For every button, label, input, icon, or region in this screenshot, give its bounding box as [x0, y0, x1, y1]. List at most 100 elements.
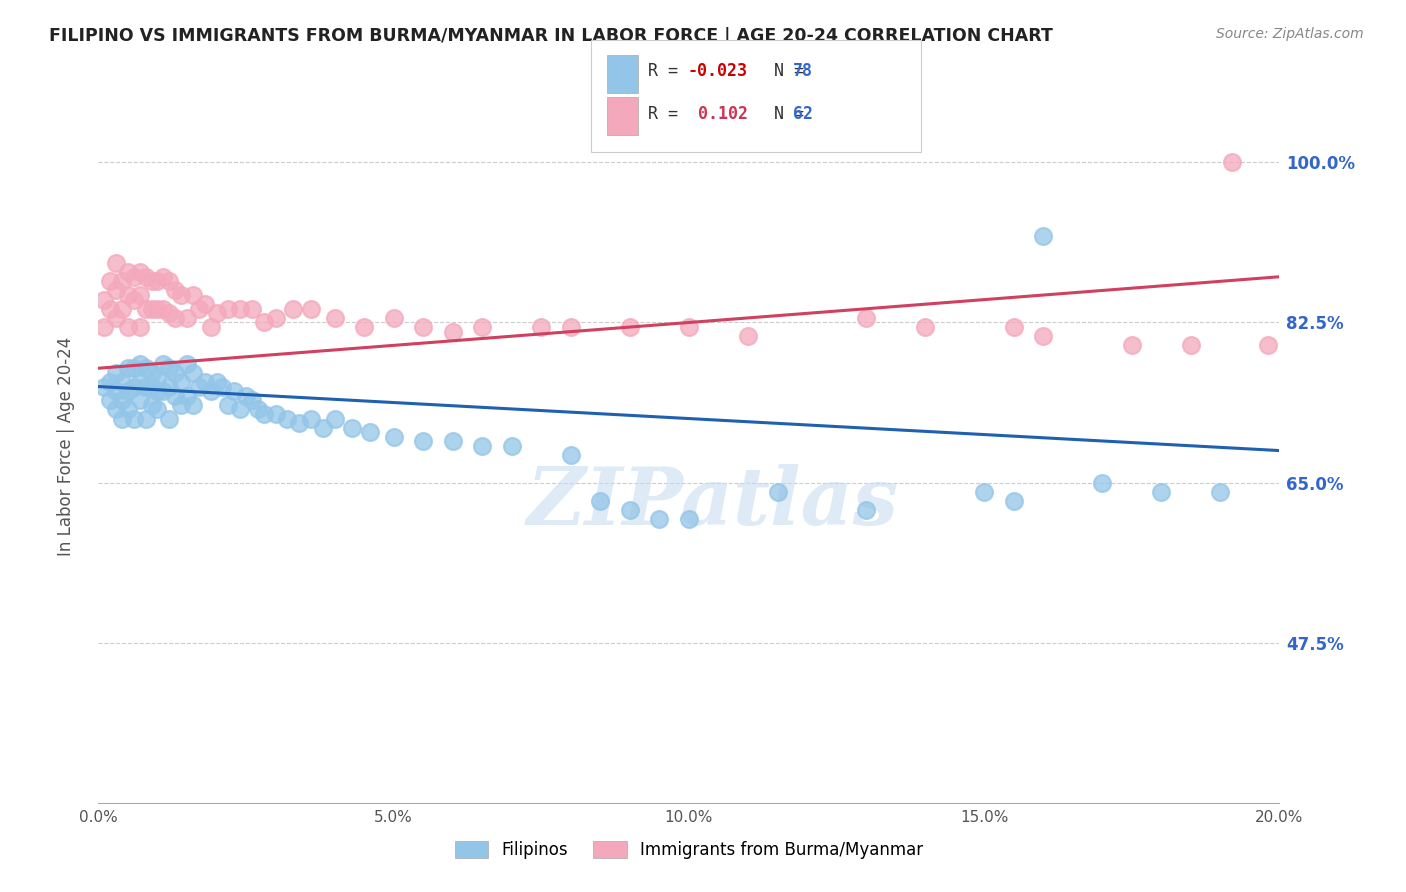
Point — [135, 301, 157, 316]
Point — [181, 288, 204, 302]
Point — [200, 384, 222, 398]
Point — [678, 512, 700, 526]
Point — [412, 434, 434, 449]
Point — [135, 411, 157, 425]
Point — [187, 301, 209, 316]
Point — [264, 310, 287, 325]
Point — [441, 325, 464, 339]
Point — [194, 297, 217, 311]
Point — [229, 402, 252, 417]
Point — [1002, 320, 1025, 334]
Point — [146, 370, 169, 384]
Point — [1032, 329, 1054, 343]
Point — [141, 274, 163, 288]
Point — [135, 379, 157, 393]
Point — [152, 357, 174, 371]
Point — [141, 366, 163, 380]
Point — [501, 439, 523, 453]
Point — [240, 301, 263, 316]
Point — [181, 398, 204, 412]
Point — [152, 384, 174, 398]
Point — [170, 398, 193, 412]
Point — [1209, 484, 1232, 499]
Point — [141, 301, 163, 316]
Legend: Filipinos, Immigrants from Burma/Myanmar: Filipinos, Immigrants from Burma/Myanmar — [449, 834, 929, 866]
Point — [135, 269, 157, 284]
Point — [122, 293, 145, 307]
Point — [589, 494, 612, 508]
Point — [128, 265, 150, 279]
Point — [619, 503, 641, 517]
Point — [128, 320, 150, 334]
Point — [283, 301, 305, 316]
Text: Source: ZipAtlas.com: Source: ZipAtlas.com — [1216, 27, 1364, 41]
Point — [128, 375, 150, 389]
Point — [165, 366, 187, 380]
Point — [105, 256, 128, 270]
Y-axis label: In Labor Force | Age 20-24: In Labor Force | Age 20-24 — [56, 336, 75, 556]
Point — [1002, 494, 1025, 508]
Point — [165, 389, 187, 403]
Point — [253, 316, 276, 330]
Point — [235, 389, 257, 403]
Point — [229, 301, 252, 316]
Point — [737, 329, 759, 343]
Point — [323, 310, 346, 325]
Point — [530, 320, 553, 334]
Point — [105, 402, 128, 417]
Point — [353, 320, 375, 334]
Point — [117, 402, 139, 417]
Text: FILIPINO VS IMMIGRANTS FROM BURMA/MYANMAR IN LABOR FORCE | AGE 20-24 CORRELATION: FILIPINO VS IMMIGRANTS FROM BURMA/MYANMA… — [49, 27, 1053, 45]
Point — [117, 384, 139, 398]
Point — [176, 310, 198, 325]
Point — [146, 384, 169, 398]
Point — [1121, 338, 1143, 352]
Point — [560, 448, 582, 462]
Point — [157, 306, 180, 320]
Point — [678, 320, 700, 334]
Point — [253, 407, 276, 421]
Point — [93, 293, 115, 307]
Text: ZIPatlas: ZIPatlas — [526, 465, 898, 541]
Point — [152, 301, 174, 316]
Point — [170, 288, 193, 302]
Point — [181, 366, 204, 380]
Point — [224, 384, 246, 398]
Point — [157, 361, 180, 376]
Point — [441, 434, 464, 449]
Point — [187, 379, 209, 393]
Point — [157, 274, 180, 288]
Point — [359, 425, 381, 440]
Point — [200, 320, 222, 334]
Point — [128, 288, 150, 302]
Point — [165, 310, 187, 325]
Text: R =: R = — [648, 105, 688, 123]
Point — [299, 301, 322, 316]
Point — [246, 402, 269, 417]
Text: 78: 78 — [793, 62, 813, 80]
Point — [93, 379, 115, 393]
Point — [176, 357, 198, 371]
Text: 0.102: 0.102 — [688, 105, 748, 123]
Text: N =: N = — [754, 62, 814, 80]
Point — [264, 407, 287, 421]
Point — [619, 320, 641, 334]
Point — [211, 379, 233, 393]
Point — [122, 361, 145, 376]
Point — [766, 484, 789, 499]
Point — [471, 439, 494, 453]
Point — [855, 310, 877, 325]
Point — [276, 411, 298, 425]
Point — [299, 411, 322, 425]
Text: N =: N = — [754, 105, 814, 123]
Point — [98, 393, 121, 408]
Point — [342, 420, 364, 434]
Point — [98, 274, 121, 288]
Point — [157, 379, 180, 393]
Point — [105, 384, 128, 398]
Text: 62: 62 — [793, 105, 813, 123]
Point — [412, 320, 434, 334]
Point — [194, 375, 217, 389]
Point — [111, 375, 134, 389]
Point — [122, 379, 145, 393]
